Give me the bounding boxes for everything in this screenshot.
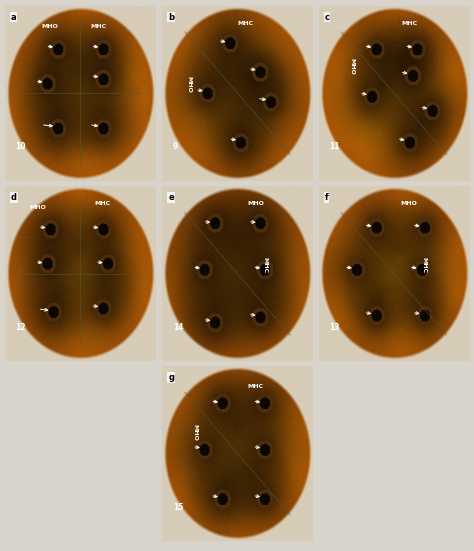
Text: MHC: MHC — [95, 201, 111, 206]
Text: 9: 9 — [173, 142, 178, 151]
Text: 12: 12 — [15, 323, 26, 332]
Text: MHC: MHC — [90, 24, 106, 29]
Text: a: a — [11, 13, 17, 21]
Text: MHO: MHO — [193, 424, 198, 441]
Text: MHC: MHC — [262, 257, 267, 273]
Text: 13: 13 — [329, 323, 339, 332]
Text: 11: 11 — [329, 142, 339, 151]
Text: 10: 10 — [15, 142, 26, 151]
Text: MHC: MHC — [237, 20, 253, 25]
Text: MHO: MHO — [247, 201, 264, 206]
Text: MHO: MHO — [401, 201, 418, 206]
Text: e: e — [168, 193, 174, 202]
Text: g: g — [168, 373, 174, 382]
Text: MHO: MHO — [349, 58, 354, 75]
Text: MHO: MHO — [187, 76, 192, 93]
Text: MHC: MHC — [247, 385, 264, 390]
Text: MHC: MHC — [401, 20, 417, 25]
Text: b: b — [168, 13, 174, 21]
Text: d: d — [11, 193, 17, 202]
Text: MHC: MHC — [421, 257, 427, 273]
Text: c: c — [325, 13, 329, 21]
Text: MHO: MHO — [29, 205, 46, 210]
Text: 15: 15 — [173, 503, 183, 511]
Text: 14: 14 — [173, 323, 183, 332]
Text: MHO: MHO — [42, 24, 58, 29]
Text: f: f — [325, 193, 328, 202]
